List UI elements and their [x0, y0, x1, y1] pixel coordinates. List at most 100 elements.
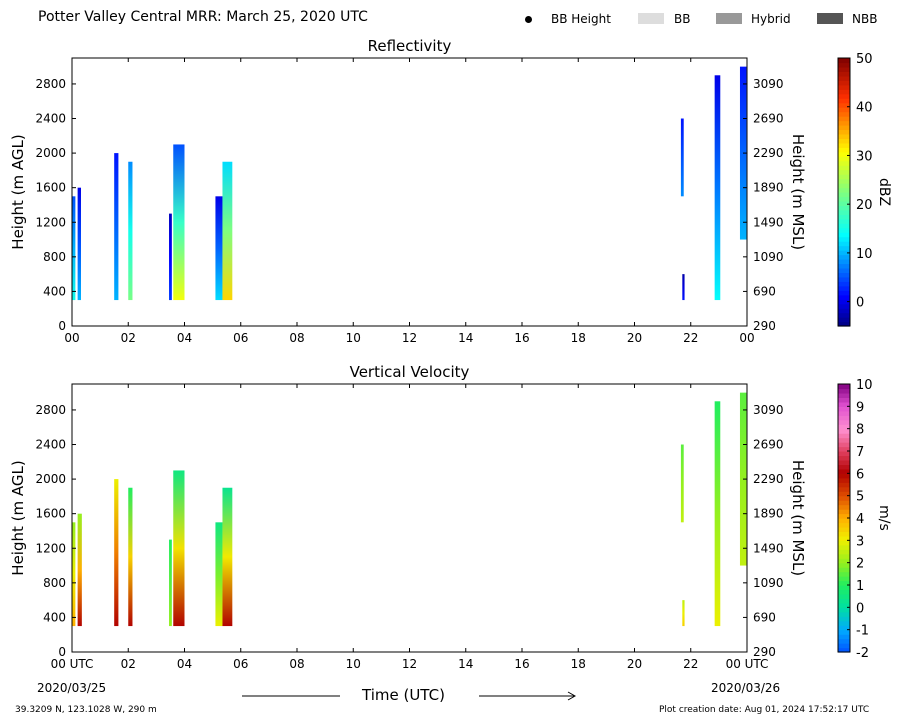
arrow-right-icon	[567, 691, 577, 701]
colorbar-segment	[838, 254, 850, 260]
colorbar-segment	[838, 571, 850, 577]
y-right-tick-label: 2690	[753, 438, 784, 452]
colorbar-segment	[838, 218, 850, 224]
colorbar-tick-label: 4	[856, 512, 864, 527]
y-tick-label: 1600	[35, 507, 66, 521]
colorbar-segment	[838, 241, 850, 247]
colorbar-segment	[838, 540, 850, 546]
colorbar-segment	[838, 93, 850, 99]
colorbar-label: dBZ	[876, 178, 892, 206]
x-tick-label: 02	[121, 657, 136, 671]
colorbar-segment	[838, 593, 850, 599]
colorbar-tick-label: 40	[856, 101, 873, 116]
colorbar-frame	[837, 57, 851, 327]
x-tick-label: 14	[458, 657, 473, 671]
y-tick-label: 400	[43, 610, 66, 624]
colorbar-tick-label: 3	[856, 534, 864, 549]
x-tick-label: 04	[177, 657, 192, 671]
colorbar-segment	[838, 245, 850, 251]
colorbar-tick-label: 30	[856, 149, 873, 164]
colorbar-segment	[838, 299, 850, 305]
y-tick-label: 1600	[35, 181, 66, 195]
colorbar-segment	[838, 553, 850, 559]
colorbar-label: m/s	[876, 505, 892, 531]
start-date: 2020/03/25	[37, 681, 107, 695]
x-tick-label: 20	[627, 657, 642, 671]
colorbar-segment	[838, 625, 850, 631]
colorbar-segment	[838, 178, 850, 184]
colorbar-segment	[838, 250, 850, 256]
colorbar-segment	[838, 607, 850, 613]
colorbar-tick-label: 2	[856, 557, 864, 572]
colorbar-segment	[838, 486, 850, 492]
data-cell	[128, 487, 133, 627]
colorbar-segment	[838, 634, 850, 640]
colorbar-segment	[838, 500, 850, 506]
colorbar-segment	[838, 192, 850, 198]
colorbar-segment	[838, 120, 850, 126]
colorbar-segment	[838, 169, 850, 175]
panel-title: Vertical Velocity	[350, 363, 470, 381]
y-right-tick-label: 1490	[753, 541, 784, 555]
colorbar-segment	[838, 518, 850, 524]
colorbar-segment	[838, 473, 850, 479]
colorbar-segment	[838, 526, 850, 532]
data-cell	[682, 600, 685, 627]
end-date: 2020/03/26	[711, 681, 781, 695]
y-right-tick-label: 2290	[753, 146, 784, 160]
x-tick-label: 14	[458, 331, 473, 345]
data-cell	[169, 539, 172, 627]
colorbar-segment	[838, 80, 850, 86]
colorbar-segment	[838, 312, 850, 318]
colorbar-segment	[838, 281, 850, 287]
colorbar-segment	[838, 276, 850, 282]
colorbar-segment	[838, 227, 850, 233]
colorbar-segment	[838, 549, 850, 555]
y-right-tick-label: 1090	[753, 250, 784, 264]
colorbar-segment	[838, 259, 850, 265]
colorbar-segment	[838, 406, 850, 412]
colorbar-tick-label: 20	[856, 198, 873, 213]
y-right-tick-label: 690	[753, 284, 776, 298]
colorbar-segment	[838, 567, 850, 573]
colorbar-segment	[838, 504, 850, 510]
colorbar-segment	[838, 129, 850, 135]
y-right-tick-label: 290	[753, 645, 776, 659]
colorbar-segment	[838, 647, 850, 653]
colorbar-segment	[838, 464, 850, 470]
colorbar-segment	[838, 468, 850, 474]
colorbar-segment	[838, 308, 850, 314]
colorbar-segment	[838, 602, 850, 608]
colorbar-segment	[838, 183, 850, 189]
hybrid-swatch-icon	[716, 13, 742, 24]
colorbar-segment	[838, 160, 850, 166]
colorbar-segment	[838, 611, 850, 617]
data-cell	[169, 213, 172, 301]
data-cell	[680, 118, 684, 197]
colorbar-segment	[838, 214, 850, 220]
colorbar-segment	[838, 267, 850, 273]
data-cell	[222, 487, 233, 627]
data-cell	[682, 274, 685, 301]
colorbar-tick-label: 1	[856, 579, 864, 594]
y-tick-label: 0	[58, 645, 66, 659]
colorbar-segment	[838, 433, 850, 439]
colorbar-segment	[838, 598, 850, 604]
colorbar-tick-label: 10	[856, 378, 873, 393]
colorbar-segment	[838, 397, 850, 403]
colorbar-segment	[838, 620, 850, 626]
colorbar-segment	[838, 558, 850, 564]
panel-title: Reflectivity	[368, 37, 452, 55]
x-tick-label: 10	[346, 657, 361, 671]
colorbar-segment	[838, 491, 850, 497]
colorbar-segment	[838, 562, 850, 568]
colorbar-segment	[838, 576, 850, 582]
colorbar-segment	[838, 107, 850, 113]
colorbar-segment	[838, 138, 850, 144]
x-tick-label: 00 UTC	[51, 657, 94, 671]
data-cell	[128, 161, 133, 301]
colorbar-segment	[838, 388, 850, 394]
colorbar-segment	[838, 589, 850, 595]
y-right-tick-label: 2690	[753, 112, 784, 126]
